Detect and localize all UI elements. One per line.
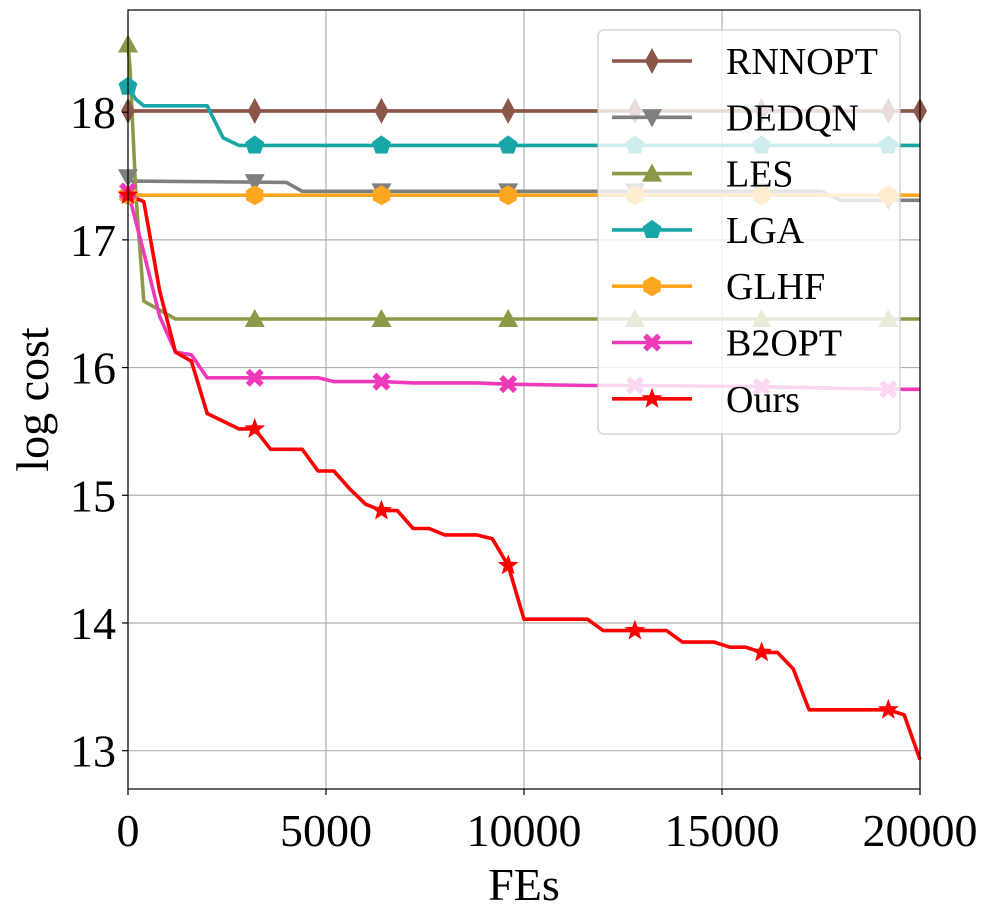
legend: RNNOPT DEDQN LES LGA GLHF B2OPT Ours xyxy=(597,29,901,435)
legend-label-ours: Ours xyxy=(726,379,800,421)
legend-label-dedqn: DEDQN xyxy=(726,97,859,139)
data-point-ours xyxy=(751,641,773,662)
data-point-ours xyxy=(624,619,646,640)
legend-box xyxy=(597,29,901,435)
x-axis-label: FEs xyxy=(488,859,560,910)
legend-label-b2opt: B2OPT xyxy=(726,323,842,365)
data-point-les xyxy=(244,309,265,328)
legend-marker-b2opt xyxy=(643,333,661,352)
legend-label-lga: LGA xyxy=(726,210,805,252)
y-axis-label: log cost xyxy=(7,327,58,472)
x-axis-ticks: 0 5000 10000 15000 20000 xyxy=(117,789,978,856)
legend-label-rnnopt: RNNOPT xyxy=(726,41,878,83)
data-point-rnnopt xyxy=(247,97,262,124)
y-tick-label: 16 xyxy=(70,343,116,394)
series-line-les xyxy=(126,44,920,321)
legend-marker-glhf xyxy=(643,276,661,297)
y-tick-label: 18 xyxy=(70,87,116,138)
data-point-ours xyxy=(497,554,519,575)
x-tick-label: 15000 xyxy=(665,805,780,856)
data-point-glhf xyxy=(372,185,391,206)
x-tick-label: 0 xyxy=(117,805,140,856)
legend-label-glhf: GLHF xyxy=(726,266,825,308)
legend-label-les: LES xyxy=(726,154,794,196)
x-tick-label: 20000 xyxy=(863,805,978,856)
data-point-les xyxy=(498,309,519,328)
legend-marker-les xyxy=(642,163,662,182)
data-point-dedqn xyxy=(244,174,265,193)
legend-marker-lga xyxy=(642,219,662,238)
data-point-glhf xyxy=(499,185,517,206)
data-point-b2opt xyxy=(499,375,518,394)
data-point-rnnopt xyxy=(374,97,389,124)
x-tick-label: 5000 xyxy=(280,805,372,856)
y-tick-label: 17 xyxy=(70,215,116,266)
y-tick-label: 15 xyxy=(70,470,116,521)
data-point-lga xyxy=(245,135,265,154)
x-tick-label: 10000 xyxy=(467,805,582,856)
y-axis-ticks: 13 14 15 16 17 18 xyxy=(70,87,128,777)
y-tick-label: 14 xyxy=(70,598,116,649)
data-point-ours xyxy=(877,698,899,719)
data-point-les xyxy=(371,309,392,328)
data-point-b2opt xyxy=(372,372,391,391)
data-point-lga xyxy=(371,135,391,154)
data-point-glhf xyxy=(246,185,264,206)
data-point-b2opt xyxy=(245,368,264,387)
data-point-rnnopt xyxy=(501,97,516,124)
data-point-ours xyxy=(244,417,266,438)
legend-marker-dedqn xyxy=(642,109,662,128)
y-tick-label: 13 xyxy=(70,726,116,777)
data-point-ours xyxy=(371,499,392,520)
legend-marker-rnnopt xyxy=(645,48,659,74)
data-point-lga xyxy=(498,135,518,154)
legend-marker-ours xyxy=(641,387,663,408)
